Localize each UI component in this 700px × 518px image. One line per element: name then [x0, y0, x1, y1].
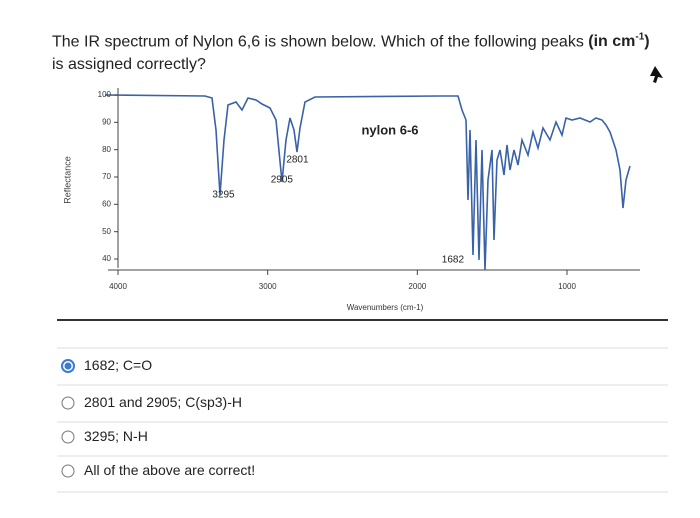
spectrum-trace [104, 94, 631, 271]
y-tick-label: 80 [102, 145, 111, 154]
option-label[interactable]: All of the above are correct! [84, 462, 256, 478]
peak-label: 2801 [286, 155, 309, 166]
unit-sup: -1 [635, 32, 645, 43]
y-tick-label: 100 [98, 90, 112, 99]
radio-button[interactable] [61, 430, 75, 444]
option-label[interactable]: 2801 and 2905; C(sp3)-H [84, 394, 242, 410]
y-tick-label: 70 [102, 172, 111, 181]
radio-button[interactable] [61, 396, 75, 410]
y-tick-label: 90 [102, 117, 111, 126]
x-tick-label: 1000 [558, 282, 576, 291]
peak-label: 2905 [271, 175, 294, 186]
unit: (in cm-1) [588, 32, 650, 51]
option-label[interactable]: 1682; C=O [84, 357, 153, 373]
y-tick-label: 40 [102, 254, 111, 263]
x-axis-label: Wavenumbers (cm-1) [347, 303, 424, 312]
peak-label: 1682 [442, 255, 465, 266]
question-end: is assigned correctly? [52, 56, 206, 74]
y-tick-label: 60 [102, 199, 111, 208]
option-label[interactable]: 3295; N-H [84, 428, 148, 444]
legend-label: nylon 6-6 [361, 122, 418, 137]
x-tick-label: 4000 [109, 282, 127, 291]
y-tick-label: 50 [102, 227, 111, 236]
peak-label: 3295 [212, 190, 235, 201]
x-tick-label: 3000 [259, 282, 277, 291]
cursor [650, 66, 663, 83]
x-tick-label: 2000 [408, 282, 426, 291]
question-text: The IR spectrum of Nylon 6,6 is shown be… [52, 33, 584, 51]
radio-dot [64, 362, 72, 370]
radio-button[interactable] [61, 464, 75, 478]
y-axis-label: Reflectance [62, 156, 72, 204]
unit-text: (in cm [588, 33, 636, 51]
unit-close: ) [644, 33, 650, 51]
question: The IR spectrum of Nylon 6,6 is shown be… [52, 26, 662, 76]
